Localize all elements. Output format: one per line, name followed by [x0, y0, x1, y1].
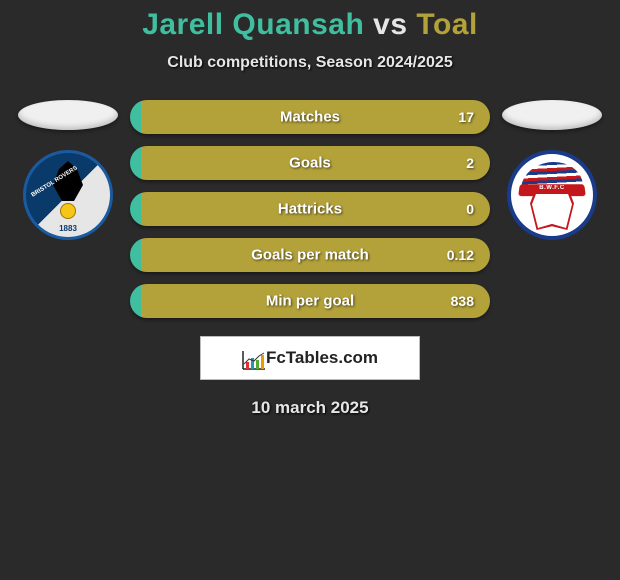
stats-list: Matches17 Goals2 Hattricks0 Goals per match… [130, 100, 490, 318]
date-label: 10 march 2025 [0, 398, 620, 418]
comparison-card: Jarell Quansah vs Toal Club competitions… [0, 0, 620, 418]
stat-bar-player2 [141, 284, 490, 318]
fctables-link[interactable]: FcTables.com [200, 336, 420, 380]
club-right-ribbon-text: B.W.F.C [511, 185, 593, 191]
vs-label: vs [373, 8, 407, 41]
player1-name: Jarell Quansah [142, 8, 364, 41]
stat-bar-player2 [141, 146, 490, 180]
club-badge-bolton: B.W.F.C [507, 150, 597, 240]
player2-name: Toal [416, 8, 477, 41]
stat-bar-player2 [141, 192, 490, 226]
stat-bar-player1 [130, 100, 141, 134]
bar-chart-icon [242, 350, 262, 366]
subtitle: Club competitions, Season 2024/2025 [0, 54, 620, 72]
stat-bar-player1 [130, 192, 141, 226]
club-left-ball-icon [60, 203, 76, 219]
compare-area: BRISTOL ROVERS 1883 Matches17 Goals2 Hattr… [0, 100, 620, 318]
player2-avatar-placeholder [502, 100, 602, 130]
stat-bar-player2 [141, 100, 490, 134]
player2-side: B.W.F.C [502, 100, 602, 240]
stat-row: Min per goal838 [130, 284, 490, 318]
fctables-label: FcTables.com [266, 348, 378, 368]
stat-row: Goals2 [130, 146, 490, 180]
stat-row: Hattricks0 [130, 192, 490, 226]
stat-bar-player1 [130, 238, 141, 272]
stat-bar-player1 [130, 284, 141, 318]
stat-row: Matches17 [130, 100, 490, 134]
club-right-shield-icon [530, 192, 574, 230]
stat-row: Goals per match0.12 [130, 238, 490, 272]
player1-side: BRISTOL ROVERS 1883 [18, 100, 118, 240]
stat-bar-player1 [130, 146, 141, 180]
page-title: Jarell Quansah vs Toal [0, 8, 620, 42]
club-badge-bristol-rovers: BRISTOL ROVERS 1883 [23, 150, 113, 240]
club-left-year: 1883 [59, 224, 77, 233]
club-left-text: BRISTOL ROVERS [30, 165, 78, 198]
player1-avatar-placeholder [18, 100, 118, 130]
stat-bar-player2 [141, 238, 490, 272]
